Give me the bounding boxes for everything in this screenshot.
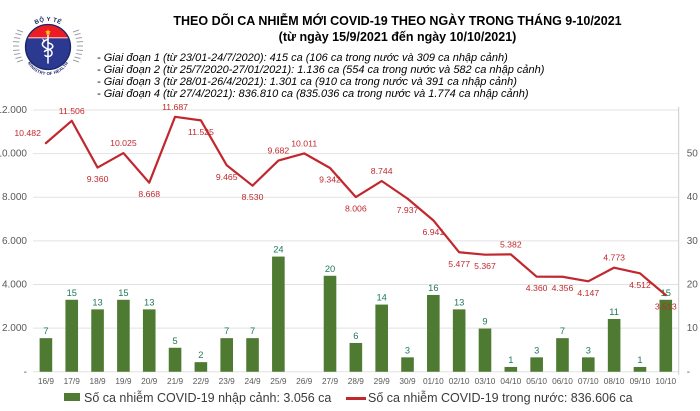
svg-text:16: 16	[428, 283, 438, 293]
svg-text:9.465: 9.465	[216, 172, 238, 182]
svg-text:11.687: 11.687	[162, 102, 188, 112]
svg-text:24: 24	[273, 245, 283, 255]
svg-text:02/10: 02/10	[449, 376, 470, 386]
svg-text:2.000: 2.000	[2, 323, 27, 334]
svg-text:22/9: 22/9	[193, 376, 210, 386]
svg-text:50: 50	[687, 149, 699, 160]
svg-text:9.342: 9.342	[319, 175, 341, 185]
svg-text:6: 6	[353, 331, 358, 341]
svg-text:3: 3	[534, 345, 539, 355]
svg-text:23/9: 23/9	[219, 376, 236, 386]
svg-text:9.682: 9.682	[267, 146, 289, 156]
svg-text:5: 5	[172, 336, 177, 346]
svg-text:7: 7	[224, 326, 229, 336]
svg-text:5.477: 5.477	[448, 259, 470, 269]
svg-text:13: 13	[144, 297, 154, 307]
svg-text:11.506: 11.506	[59, 106, 85, 116]
svg-text:14: 14	[377, 293, 387, 303]
svg-text:30: 30	[687, 236, 699, 247]
svg-text:7: 7	[250, 326, 255, 336]
svg-text:05/10: 05/10	[526, 376, 547, 386]
svg-text:6.941: 6.941	[422, 227, 444, 237]
svg-text:27/9: 27/9	[322, 376, 339, 386]
svg-text:3.513: 3.513	[655, 302, 677, 312]
svg-text:3: 3	[405, 345, 410, 355]
svg-text:10/10: 10/10	[655, 376, 676, 386]
svg-text:4.360: 4.360	[526, 283, 548, 293]
svg-text:1: 1	[508, 355, 513, 365]
svg-text:8.668: 8.668	[138, 189, 160, 199]
svg-text:10.482: 10.482	[14, 128, 41, 138]
svg-text:7: 7	[560, 326, 565, 336]
svg-text:17/9: 17/9	[64, 376, 81, 386]
svg-text:15: 15	[118, 288, 128, 298]
svg-text:4.512: 4.512	[629, 280, 651, 290]
svg-text:-: -	[24, 367, 27, 378]
svg-text:40: 40	[687, 192, 699, 203]
svg-text:20: 20	[325, 264, 335, 274]
svg-text:13: 13	[92, 297, 102, 307]
svg-text:4.773: 4.773	[603, 253, 625, 263]
svg-text:21/9: 21/9	[167, 376, 184, 386]
svg-text:19/9: 19/9	[115, 376, 132, 386]
svg-text:1: 1	[637, 355, 642, 365]
svg-text:7.937: 7.937	[397, 205, 419, 215]
svg-text:26/9: 26/9	[296, 376, 313, 386]
svg-text:30/9: 30/9	[399, 376, 416, 386]
svg-text:01/10: 01/10	[423, 376, 444, 386]
svg-text:5.367: 5.367	[474, 261, 496, 271]
svg-text:9: 9	[482, 317, 487, 327]
svg-text:8.744: 8.744	[371, 166, 393, 176]
svg-text:28/9: 28/9	[348, 376, 365, 386]
svg-text:10.011: 10.011	[291, 138, 317, 148]
svg-text:11: 11	[609, 307, 619, 317]
svg-text:10: 10	[687, 323, 699, 334]
svg-text:20/9: 20/9	[141, 376, 158, 386]
svg-text:29/9: 29/9	[374, 376, 391, 386]
svg-text:8.530: 8.530	[242, 192, 264, 202]
svg-text:25/9: 25/9	[270, 376, 287, 386]
svg-text:4.000: 4.000	[2, 280, 27, 291]
svg-text:9.360: 9.360	[87, 174, 109, 184]
svg-text:16/9: 16/9	[38, 376, 55, 386]
svg-text:7: 7	[43, 326, 48, 336]
svg-text:15: 15	[67, 288, 77, 298]
svg-text:04/10: 04/10	[500, 376, 521, 386]
svg-text:4.147: 4.147	[577, 288, 599, 298]
svg-text:06/10: 06/10	[552, 376, 573, 386]
svg-text:11.525: 11.525	[188, 127, 214, 137]
svg-text:10.025: 10.025	[110, 138, 137, 148]
svg-text:8.000: 8.000	[2, 192, 27, 203]
svg-text:6.000: 6.000	[2, 236, 27, 247]
svg-text:5.382: 5.382	[500, 239, 522, 249]
svg-text:-: -	[687, 367, 690, 378]
svg-text:03/10: 03/10	[475, 376, 496, 386]
svg-text:24/9: 24/9	[244, 376, 261, 386]
svg-text:18/9: 18/9	[89, 376, 106, 386]
svg-text:3: 3	[586, 345, 591, 355]
svg-text:4.356: 4.356	[552, 283, 574, 293]
svg-text:10.000: 10.000	[0, 149, 27, 160]
svg-text:09/10: 09/10	[630, 376, 651, 386]
svg-text:20: 20	[687, 280, 699, 291]
svg-text:2: 2	[198, 350, 203, 360]
svg-text:8.006: 8.006	[345, 204, 367, 214]
svg-text:12.000: 12.000	[0, 105, 27, 116]
svg-text:08/10: 08/10	[604, 376, 625, 386]
svg-text:13: 13	[454, 297, 464, 307]
svg-text:07/10: 07/10	[578, 376, 599, 386]
